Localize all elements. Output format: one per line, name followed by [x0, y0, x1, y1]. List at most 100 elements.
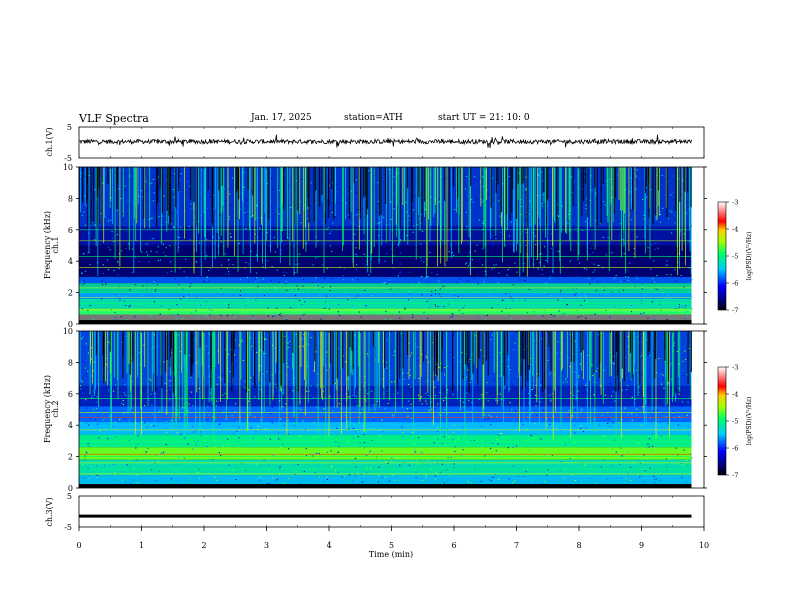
spec-speckle: [206, 306, 208, 308]
spec-speckle: [672, 459, 675, 460]
spec-speckle: [209, 392, 212, 394]
spec-speckle: [582, 308, 584, 310]
spec-speckle: [541, 269, 543, 270]
spec-speckle: [232, 314, 234, 316]
spec-speckle: [475, 215, 478, 217]
spec-speckle: [566, 381, 568, 383]
spec-speckle: [662, 378, 664, 380]
spec-speckle: [191, 391, 193, 393]
spec-speckle: [105, 181, 107, 183]
spec-speckle: [398, 425, 400, 426]
spec-speckle: [282, 406, 284, 408]
spec-speckle: [153, 192, 155, 194]
spec-speckle: [559, 274, 562, 276]
spec-speckle: [158, 188, 160, 190]
spec-speckle: [455, 282, 457, 284]
spec-speckle: [113, 270, 115, 271]
spec-speckle: [578, 375, 580, 376]
spec-speckle: [453, 294, 455, 296]
spec-speckle: [146, 285, 148, 287]
spec-speckle: [134, 316, 136, 318]
spec-speckle: [177, 447, 179, 449]
spec-speckle: [514, 432, 516, 434]
spec-speckle: [610, 407, 612, 409]
spec-speckle: [407, 215, 409, 217]
spec-speckle: [481, 201, 483, 203]
spec-speckle: [478, 398, 480, 400]
spec-speckle: [191, 293, 193, 295]
spec-speckle: [437, 406, 439, 408]
spec-speckle: [279, 232, 281, 234]
spec-speckle: [394, 350, 396, 352]
spec-speckle: [312, 469, 314, 471]
spec-speckle: [429, 248, 431, 250]
spec-speckle: [570, 308, 572, 310]
spec-speckle: [438, 280, 440, 282]
spec-speckle: [685, 318, 687, 319]
spec-speckle: [634, 286, 636, 288]
spec-speckle: [557, 341, 559, 343]
spec-speckle: [209, 314, 211, 316]
spec-speckle: [480, 349, 482, 351]
spec-speckle: [300, 409, 302, 411]
spec-speckle: [497, 345, 499, 347]
spec-speckle: [524, 219, 526, 221]
spec-speckle: [113, 482, 115, 484]
spec-speckle: [122, 212, 124, 214]
spec-speckle: [142, 295, 144, 296]
spec-speckle: [507, 265, 509, 266]
spec-speckle: [199, 198, 202, 200]
spec-speckle: [274, 403, 276, 404]
spec-speckle: [476, 311, 479, 313]
spec-speckle: [595, 370, 598, 372]
spec-speckle: [591, 314, 593, 316]
spec-speckle: [111, 426, 113, 428]
spec-speckle: [240, 260, 242, 262]
spec-speckle: [420, 259, 422, 261]
spec-speckle: [299, 483, 301, 485]
spec-speckle: [332, 456, 334, 458]
spec-speckle: [633, 253, 635, 255]
spec-speckle: [327, 285, 329, 287]
spec-speckle: [264, 338, 266, 339]
spec-speckle: [454, 441, 456, 442]
spec-speckle: [478, 317, 480, 319]
spec-speckle: [216, 241, 218, 243]
spec-speckle: [381, 466, 383, 467]
spec-speckle: [414, 449, 416, 450]
spec-speckle: [83, 439, 85, 441]
spec-speckle: [114, 446, 116, 448]
spec-speckle: [329, 290, 331, 292]
spec-speckle: [124, 418, 126, 420]
spec-speckle: [549, 371, 551, 373]
spec-speckle: [219, 423, 221, 425]
spec-speckle: [585, 301, 587, 303]
spec-speckle: [84, 224, 86, 226]
spec-speckle: [352, 437, 354, 439]
spec-speckle: [119, 299, 121, 301]
spec-speckle: [186, 276, 188, 278]
spec-speckle: [641, 374, 643, 376]
spec-speckle: [109, 249, 111, 251]
spec-speckle: [573, 397, 575, 399]
spec-speckle: [182, 310, 184, 311]
spec-speckle: [468, 400, 470, 401]
spec-speckle: [630, 219, 632, 221]
spec-speckle: [255, 254, 258, 256]
spec-speckle: [644, 462, 646, 464]
spec-speckle: [614, 439, 616, 441]
spec-speckle: [347, 299, 349, 301]
spec-speckle: [319, 430, 321, 432]
spec-speckle: [550, 247, 552, 249]
spec-speckle: [513, 419, 515, 421]
spec-speckle: [183, 271, 185, 273]
spec-speckle: [481, 315, 483, 317]
spec-speckle: [324, 277, 326, 279]
spec-speckle: [150, 456, 152, 458]
spec-speckle: [152, 272, 154, 274]
spec-speckle: [607, 312, 609, 314]
spec-speckle: [485, 440, 487, 441]
spec-speckle: [169, 380, 171, 382]
spec-speckle: [321, 313, 323, 315]
spec-speckle: [289, 340, 291, 342]
